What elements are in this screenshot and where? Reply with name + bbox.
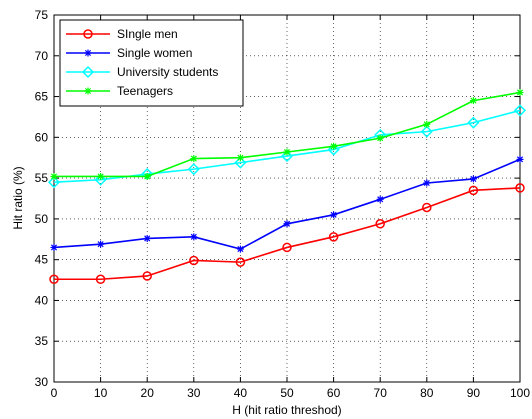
x-tick-label: 10	[94, 386, 108, 400]
data-point	[375, 219, 385, 229]
data-point	[468, 185, 479, 196]
legend: SIngle men Single women University student…	[59, 19, 244, 107]
y-tick-label: 60	[35, 130, 49, 144]
y-tick-label: 35	[35, 334, 49, 348]
legend-marker	[84, 49, 92, 57]
data-point	[236, 154, 244, 162]
data-point	[187, 163, 200, 176]
series-2	[47, 104, 527, 189]
data-point	[283, 148, 291, 156]
data-point	[49, 274, 59, 284]
x-tick-label: 40	[234, 386, 248, 400]
x-tick-label: 100	[510, 386, 530, 400]
legend-label: Single women	[117, 46, 192, 60]
y-tick-label: 50	[35, 212, 49, 226]
legend-marker	[83, 29, 93, 39]
data-point	[467, 116, 480, 129]
x-tick-label: 70	[374, 386, 388, 400]
data-point	[234, 156, 247, 169]
data-point	[190, 155, 198, 163]
data-point	[516, 88, 524, 96]
data-point	[422, 202, 432, 213]
data-point	[282, 242, 292, 253]
data-point	[142, 271, 152, 281]
data-point	[50, 172, 58, 180]
data-point	[376, 134, 384, 142]
y-tick-label: 40	[35, 293, 49, 307]
series-3	[50, 88, 524, 180]
data-point	[97, 240, 105, 248]
legend-label: University students	[117, 65, 218, 79]
x-tick-label: 30	[187, 386, 201, 400]
x-tick-label: 90	[467, 386, 481, 400]
data-point	[283, 220, 291, 228]
data-point	[94, 173, 107, 186]
y-axis-title: Hit ratio (%)	[11, 166, 25, 229]
x-tick-label: 60	[327, 386, 341, 400]
data-point	[47, 176, 61, 189]
legend-marker	[81, 65, 95, 79]
x-tick-label: 20	[141, 386, 155, 400]
data-point	[330, 142, 338, 150]
x-axis-title: H (hit ratio threshod)	[232, 403, 341, 417]
data-point	[143, 234, 151, 242]
data-point	[327, 143, 340, 156]
series-line	[54, 187, 521, 281]
grid	[54, 15, 520, 382]
data-point	[280, 150, 294, 163]
data-point	[513, 104, 527, 117]
legend-label: SIngle men	[117, 27, 178, 41]
y-tick-label: 75	[35, 8, 49, 22]
data-point	[235, 257, 246, 267]
data-point	[515, 183, 525, 193]
data-point	[190, 233, 198, 241]
y-tick-label: 55	[35, 171, 49, 185]
data-point	[328, 232, 339, 242]
series-1	[50, 155, 524, 253]
series-0	[49, 183, 525, 284]
x-tick-label: 80	[420, 386, 434, 400]
x-tick-label: 0	[51, 386, 58, 400]
data-point	[50, 243, 58, 251]
y-tick-label: 70	[35, 49, 49, 63]
data-point	[420, 125, 433, 138]
data-point	[516, 155, 524, 163]
data-point	[469, 175, 477, 183]
data-point	[423, 120, 431, 128]
data-point	[236, 245, 244, 253]
axis-ticks: 0 10 20 30 40 50 60 70 80 90 100 30 35 40 45 50 55 60 65 70…	[35, 8, 531, 400]
data-point	[143, 172, 151, 180]
x-tick-label: 50	[280, 386, 294, 400]
data-point	[189, 255, 199, 266]
y-tick-label: 45	[35, 253, 49, 267]
data-point	[376, 195, 384, 203]
data-point	[95, 274, 106, 284]
y-tick-label: 30	[35, 375, 49, 389]
legend-label: Teenagers	[117, 84, 173, 98]
series-group	[47, 88, 527, 284]
data-point	[423, 179, 431, 187]
data-point	[97, 172, 105, 180]
data-point	[330, 211, 338, 219]
data-point	[469, 97, 477, 105]
y-tick-label: 65	[35, 90, 49, 104]
legend-marker	[84, 87, 92, 95]
